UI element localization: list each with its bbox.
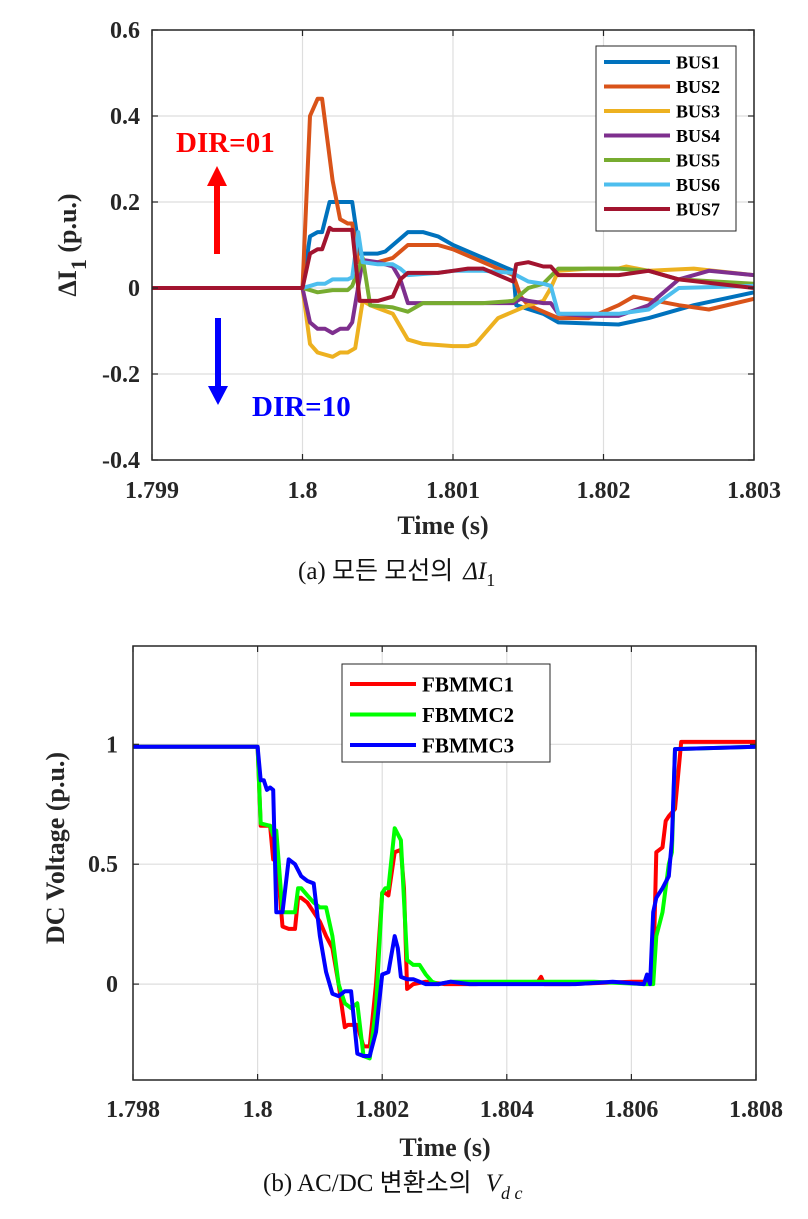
legend-label-fbmmc2: FBMMC2 [422,703,514,727]
chart-a-x-axis-title: Time (s) [397,511,488,540]
annotation-dir-10: DIR=10 [252,391,351,423]
chart-a-x-tick-labels: 1.799 1.8 1.801 1.802 1.803 [125,478,781,504]
legend-label-bus5: BUS5 [676,150,720,170]
annotation-dir-01: DIR=01 [176,127,275,159]
series-line-bus5 [152,255,754,314]
legend-label-bus3: BUS3 [676,101,720,121]
chart-a-ylabel-symbol: ΔI [53,270,82,296]
svg-text:ΔI1 (p.u.): ΔI1 (p.u.) [53,193,91,296]
chart-a-ylabel-unit: (p.u.) [53,193,82,252]
chart-a-ylabel-subscript: 1 [66,259,91,270]
legend-label-bus6: BUS6 [676,175,720,195]
chart-a-y-axis-title: ΔI1 (p.u.) [53,193,91,296]
x-tick-label: 1.806 [604,1097,658,1123]
y-tick-label: 0.6 [110,18,140,44]
series-line-bus1 [152,200,754,327]
x-tick-label: 1.8 [288,478,318,504]
y-tick-label: 0 [106,972,118,998]
series-line-bus2 [152,96,754,321]
arrow-down-icon [208,318,228,405]
legend-label-fbmmc3: FBMMC3 [422,733,514,757]
x-tick-label: 1.798 [106,1097,160,1123]
y-tick-label: -0.2 [102,362,140,388]
chart-b-y-axis-title: DC Voltage (p.u.) [41,752,70,944]
series-line-fbmmc3 [133,744,756,1058]
chart-b-x-tick-labels: 1.798 1.8 1.802 1.804 1.806 1.808 [106,1097,783,1123]
y-tick-label: 0.5 [88,852,118,878]
legend-label-bus7: BUS7 [676,199,720,219]
chart-a-ticks [151,29,755,461]
x-tick-label: 1.8 [243,1097,273,1123]
y-tick-label: 0.4 [110,104,140,130]
y-tick-label: -0.4 [102,448,140,474]
chart-b-y-tick-labels: 00.51 [88,732,118,998]
x-tick-label: 1.799 [125,478,179,504]
chart-a-lines [152,96,754,359]
x-tick-label: 1.802 [577,478,631,504]
chart-b-ticks [132,646,757,1080]
chart-a: 1.799 1.8 1.801 1.802 1.803 -0.4 -0.2 0 0.2 0.4 0… [53,18,781,590]
chart-a-y-tick-labels: -0.4 -0.2 0 0.2 0.4 0.6 [102,18,140,474]
x-tick-label: 1.802 [355,1097,409,1123]
chart-b: 1.798 1.8 1.802 1.804 1.806 1.808 00.51 Time … [41,645,783,1203]
x-tick-label: 1.808 [729,1097,783,1123]
chart-b-axes-box [132,645,757,1081]
chart-b-lines [133,739,756,1061]
legend-label-bus4: BUS4 [676,126,720,146]
chart-b-x-axis-title: Time (s) [399,1133,490,1162]
chart-a-legend: BUS1 BUS2 BUS3 BUS4 BUS5 BUS6 BUS7 [595,45,737,232]
x-tick-label: 1.804 [480,1097,534,1123]
legend-label-fbmmc1: FBMMC1 [422,672,514,696]
y-tick-label: 1 [106,732,118,758]
legend-label-bus1: BUS1 [676,52,720,72]
chart-a-caption: (a) 모든 모선의 ΔI1 [298,557,495,590]
x-tick-label: 1.803 [727,478,781,504]
chart-b-caption: (b) AC/DC 변환소의 Vd c [263,1169,522,1203]
legend-label-bus2: BUS2 [676,77,720,97]
y-tick-label: 0.2 [110,190,140,216]
chart-b-legend: FBMMC1 FBMMC2 FBMMC3 [341,663,551,763]
x-tick-label: 1.801 [426,478,480,504]
arrow-up-icon [207,166,227,254]
y-tick-label: 0 [128,276,140,302]
series-line-bus7 [152,225,754,303]
